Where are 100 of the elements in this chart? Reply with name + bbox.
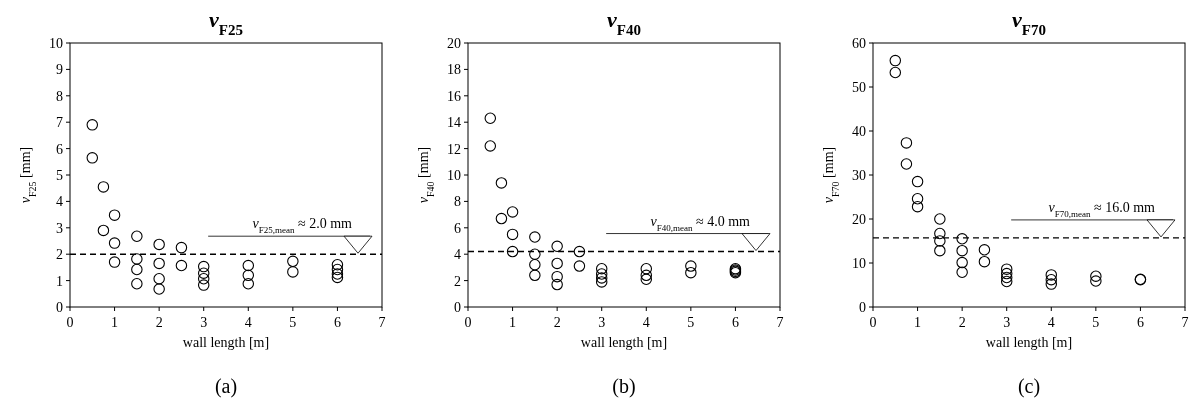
point [287, 266, 299, 278]
y-tick-label: 9 [56, 62, 63, 78]
point [978, 244, 991, 256]
y-tick-label: 0 [859, 299, 866, 315]
y-tick-label: 7 [56, 115, 63, 131]
y-tick-label: 8 [56, 88, 63, 104]
point [131, 253, 143, 265]
point [153, 257, 165, 270]
y-tick-label: 10 [49, 35, 63, 51]
y-tick-label: 20 [447, 35, 461, 51]
x-tick-label: 5 [687, 315, 695, 330]
y-tick-label: 0 [454, 299, 461, 315]
point [1045, 269, 1058, 281]
x-tick-label: 1 [509, 315, 517, 330]
y-tick-label: 4 [454, 247, 461, 263]
point [506, 245, 519, 258]
y-tick-label: 1 [56, 273, 63, 289]
x-tick-label: 5 [1092, 315, 1100, 330]
point [197, 279, 210, 291]
x-tick-label: 1 [914, 315, 922, 330]
y-tick-label: 6 [56, 141, 63, 157]
point [529, 231, 541, 243]
point [573, 245, 586, 258]
chart-title: v$_{F25}$ [209, 7, 243, 38]
point [934, 227, 946, 240]
ref-line-label: v$_{F25,mean}$ ≈ 2.0 mm [252, 216, 353, 236]
point [1000, 275, 1013, 288]
point [640, 273, 653, 286]
y-tick-label: 10 [447, 167, 461, 183]
point [108, 237, 121, 249]
x-tick-label: 6 [333, 315, 341, 330]
point [97, 181, 110, 193]
point [685, 260, 697, 272]
chart-title: v$_{F40}$ [607, 7, 641, 38]
y-tick-label: 14 [447, 115, 461, 131]
x-tick-label: 0 [66, 315, 74, 330]
y-tick-label: 0 [56, 299, 63, 315]
point [595, 262, 608, 275]
point [529, 259, 541, 271]
y-tick-label: 18 [447, 62, 461, 78]
x-tick-label: 0 [464, 315, 472, 330]
point [97, 224, 110, 237]
point [495, 212, 508, 225]
point [1000, 267, 1013, 280]
point [131, 263, 143, 276]
point [1045, 273, 1058, 286]
point [331, 259, 344, 271]
x-tick-label: 4 [1047, 315, 1055, 330]
chart-title: v$_{F70}$ [1012, 7, 1046, 38]
point [331, 271, 344, 284]
point [242, 269, 255, 282]
point [640, 262, 653, 275]
y-tick-label: 5 [56, 167, 63, 183]
point [242, 259, 255, 272]
point [1090, 270, 1102, 282]
point [551, 240, 563, 253]
x-tick-label: 7 [776, 315, 784, 330]
point [484, 140, 497, 152]
point [529, 248, 541, 260]
x-tick-label: 4 [642, 315, 650, 330]
point [956, 244, 968, 257]
x-tick-label: 2 [155, 315, 163, 330]
point [551, 257, 563, 270]
point [1000, 263, 1013, 275]
point [956, 233, 968, 245]
point [242, 278, 255, 290]
point [153, 273, 165, 285]
point [108, 256, 121, 268]
x-axis-title: wall length [m] [182, 335, 270, 350]
x-tick-label: 7 [378, 315, 386, 330]
x-tick-label: 3 [200, 315, 208, 330]
point [1045, 278, 1058, 290]
point [551, 270, 563, 283]
y-tick-label: 60 [852, 35, 866, 51]
point [900, 158, 913, 170]
point [131, 230, 143, 242]
y-tick-label: 8 [454, 194, 461, 210]
text: (b) [612, 375, 636, 398]
y-tick-label: 3 [56, 220, 63, 236]
point [153, 283, 165, 295]
point [889, 66, 902, 79]
text: (c) [1017, 375, 1041, 398]
point [978, 255, 991, 268]
point [506, 206, 519, 218]
point [1000, 271, 1013, 284]
y-tick-label: 2 [56, 247, 63, 263]
x-tick-label: 3 [598, 315, 606, 330]
ref-line-label: v$_{F70,mean}$ ≈ 16.0 mm [1048, 199, 1156, 219]
point [956, 256, 968, 269]
y-tick-label: 6 [454, 220, 461, 236]
y-tick-label: 30 [852, 167, 866, 183]
x-axis-title: wall length [m] [580, 335, 668, 350]
point [595, 276, 608, 288]
point [551, 278, 563, 291]
point [175, 259, 188, 272]
y-tick-label: 50 [852, 79, 866, 95]
point [640, 269, 653, 282]
point [86, 119, 99, 131]
y-tick-label: 2 [454, 273, 461, 289]
point [934, 213, 946, 225]
